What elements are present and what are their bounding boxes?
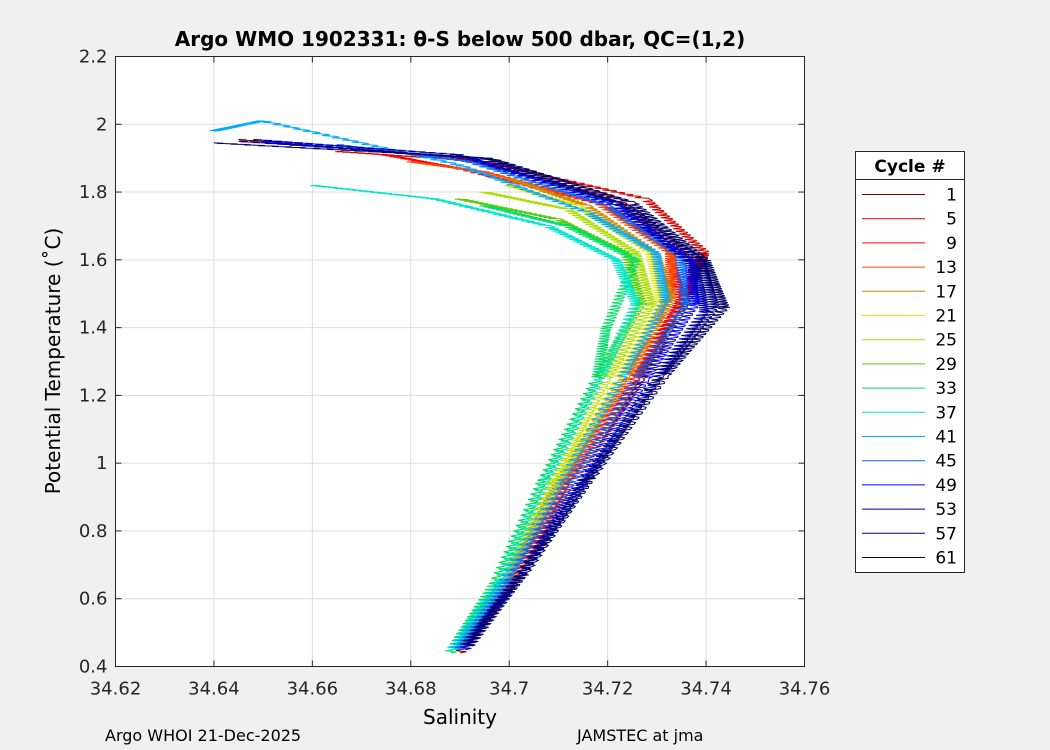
legend: Cycle # 1 5 9 13 17 21 25 29 33 37 41 45 49 53 57 61 xyxy=(855,151,965,573)
plot-area xyxy=(115,56,805,667)
legend-label-cycle-33: 33 xyxy=(935,379,957,399)
series-lines xyxy=(209,120,731,654)
legend-title: Cycle # xyxy=(874,157,945,177)
y-tick-label: 2 xyxy=(96,114,107,135)
x-tick-label: 34.66 xyxy=(287,679,339,700)
x-tick-label: 34.7 xyxy=(489,679,529,700)
legend-label-cycle-9: 9 xyxy=(946,234,957,254)
y-tick-label: 1.2 xyxy=(79,385,108,406)
y-tick-label: 0.4 xyxy=(79,657,108,678)
legend-label-cycle-57: 57 xyxy=(935,524,957,544)
footer-left-text: Argo WHOI 21-Dec-2025 xyxy=(105,726,302,745)
series-line-cycle-61 xyxy=(213,142,731,647)
x-tick-label: 34.64 xyxy=(188,679,240,700)
plot-frame xyxy=(115,56,805,667)
series-line-cycle-45 xyxy=(334,144,691,651)
legend-label-cycle-25: 25 xyxy=(935,331,957,351)
y-axis: 0.4 0.6 0.8 1 1.2 1.4 1.6 1.8 2 2.2 xyxy=(79,47,805,678)
y-tick-label: 1.6 xyxy=(79,250,108,271)
x-tick-label: 34.62 xyxy=(90,679,142,700)
series-line-cycle-13 xyxy=(406,161,677,651)
legend-label-cycle-45: 45 xyxy=(935,452,957,472)
x-axis: 34.62 34.64 34.66 34.68 34.7 34.72 34.74 34.76 xyxy=(90,56,831,700)
y-tick-label: 0.6 xyxy=(79,589,108,610)
legend-label-cycle-13: 13 xyxy=(935,258,957,278)
y-tick-label: 1.4 xyxy=(79,318,108,339)
series-line-cycle-37 xyxy=(309,184,642,654)
x-tick-label: 34.76 xyxy=(779,679,831,700)
legend-label-cycle-53: 53 xyxy=(935,500,957,520)
x-tick-label: 34.68 xyxy=(385,679,437,700)
chart-title: Argo WMO 1902331: θ-S below 500 dbar, QC… xyxy=(175,27,745,51)
legend-label-cycle-29: 29 xyxy=(935,355,957,375)
y-tick-label: 2.2 xyxy=(79,47,108,68)
x-tick-label: 34.74 xyxy=(680,679,732,700)
x-tick-label: 34.72 xyxy=(582,679,634,700)
legend-label-cycle-17: 17 xyxy=(935,282,957,302)
y-tick-label: 0.8 xyxy=(79,521,108,542)
legend-box xyxy=(855,151,965,573)
legend-label-cycle-49: 49 xyxy=(935,476,957,496)
legend-label-cycle-1: 1 xyxy=(946,186,957,206)
y-tick-label: 1.8 xyxy=(79,182,108,203)
footer-right-text: JAMSTEC at jma xyxy=(577,726,704,745)
y-tick-label: 1 xyxy=(96,453,107,474)
x-axis-label: Salinity xyxy=(423,705,497,729)
legend-label-cycle-61: 61 xyxy=(935,549,957,569)
legend-label-cycle-5: 5 xyxy=(946,210,957,230)
y-axis-label: Potential Temperature (˚C) xyxy=(41,228,65,495)
legend-label-cycle-41: 41 xyxy=(935,428,957,448)
series-line-cycle-33 xyxy=(445,205,641,654)
legend-label-cycle-37: 37 xyxy=(935,403,957,423)
series-line-cycle-41 xyxy=(209,120,672,651)
series-line-cycle-53 xyxy=(253,139,711,647)
legend-label-cycle-21: 21 xyxy=(935,307,957,327)
